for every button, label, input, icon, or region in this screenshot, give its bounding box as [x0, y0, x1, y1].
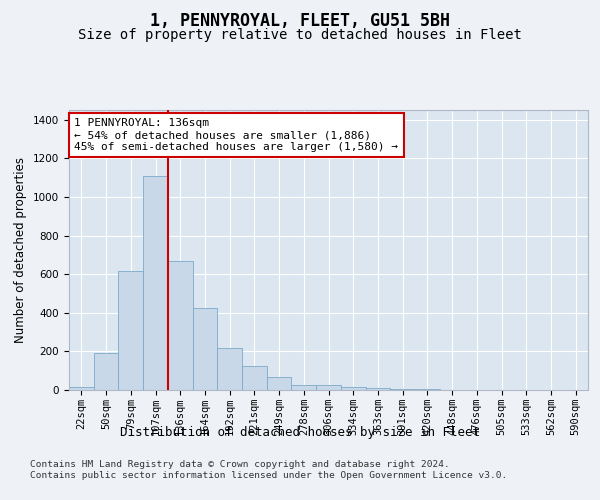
Bar [415, 389, 440, 390]
Text: Contains public sector information licensed under the Open Government Licence v3: Contains public sector information licen… [30, 471, 507, 480]
Bar [118, 271, 143, 390]
Text: 1 PENNYROYAL: 136sqm
← 54% of detached houses are smaller (1,886)
45% of semi-de: 1 PENNYROYAL: 136sqm ← 54% of detached h… [74, 118, 398, 152]
Text: Distribution of detached houses by size in Fleet: Distribution of detached houses by size … [120, 426, 480, 439]
Bar [94, 354, 118, 390]
Bar [292, 385, 316, 390]
Text: Size of property relative to detached houses in Fleet: Size of property relative to detached ho… [78, 28, 522, 42]
Text: 1, PENNYROYAL, FLEET, GU51 5BH: 1, PENNYROYAL, FLEET, GU51 5BH [150, 12, 450, 30]
Y-axis label: Number of detached properties: Number of detached properties [14, 157, 28, 343]
Bar [217, 348, 242, 390]
Bar [390, 389, 415, 390]
Bar [242, 366, 267, 390]
Bar [193, 308, 217, 390]
Bar [143, 176, 168, 390]
Text: Contains HM Land Registry data © Crown copyright and database right 2024.: Contains HM Land Registry data © Crown c… [30, 460, 450, 469]
Bar [316, 385, 341, 390]
Bar [267, 378, 292, 390]
Bar [341, 387, 365, 390]
Bar [365, 388, 390, 390]
Bar [168, 260, 193, 390]
Bar [69, 387, 94, 390]
